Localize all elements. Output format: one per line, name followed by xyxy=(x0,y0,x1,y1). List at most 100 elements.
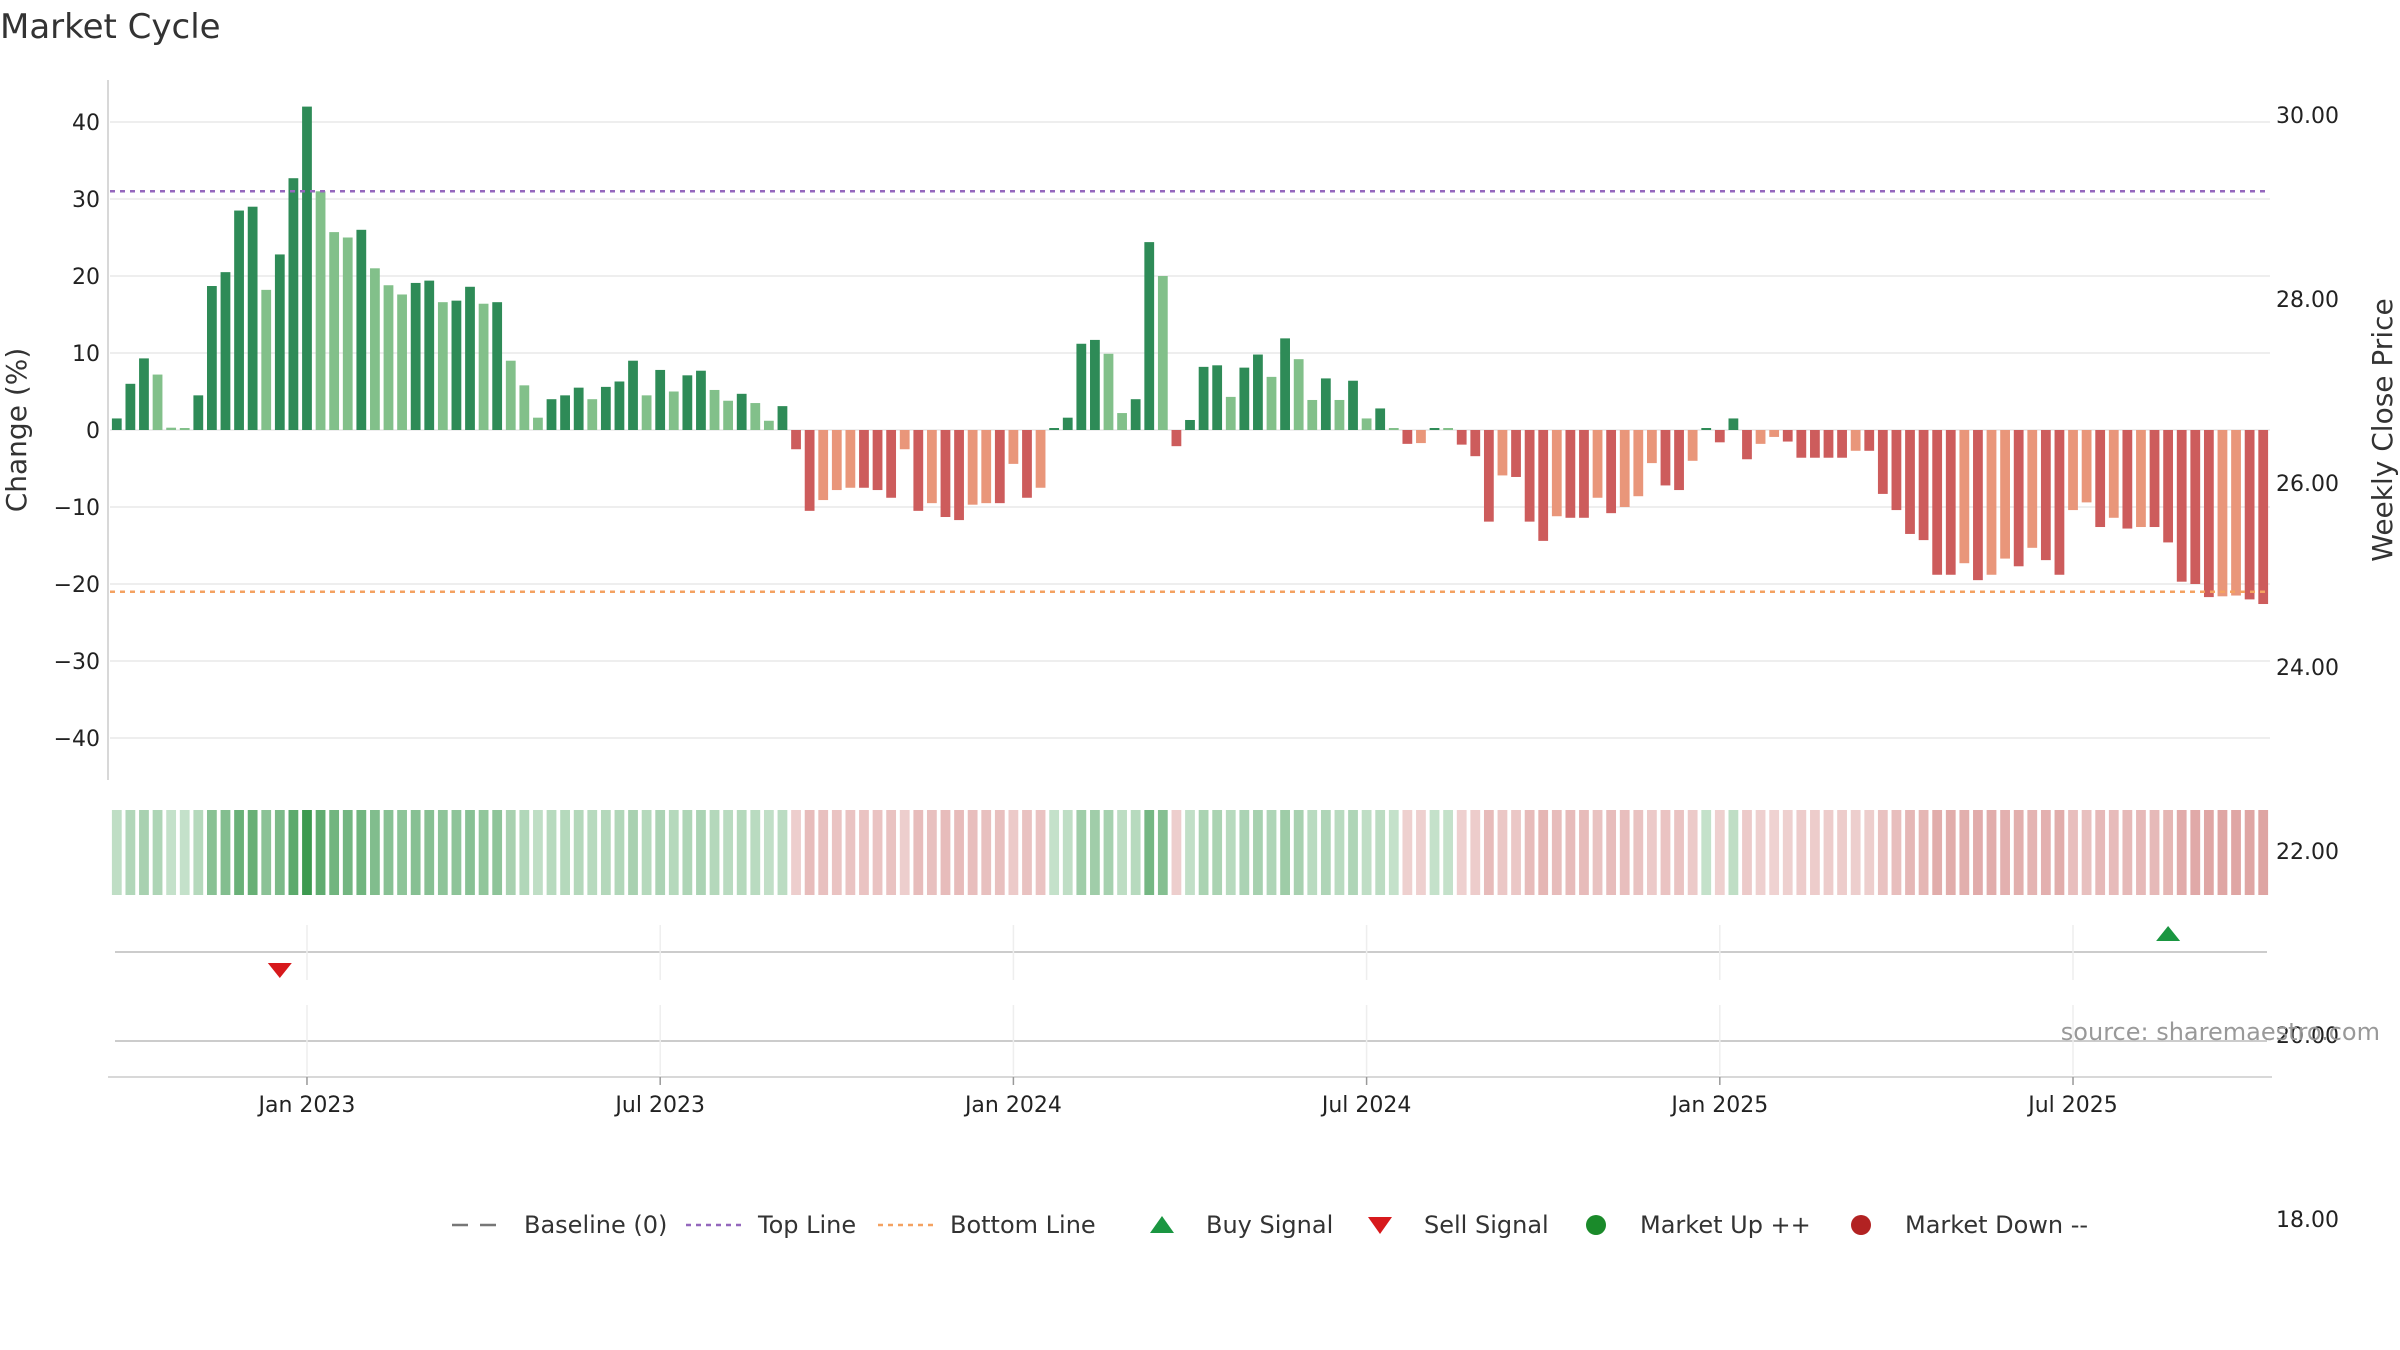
strip-cell xyxy=(1524,810,1535,895)
bar xyxy=(1810,430,1820,458)
bar xyxy=(1008,430,1019,464)
bar xyxy=(872,430,883,491)
bar xyxy=(709,389,720,430)
bar xyxy=(886,430,897,498)
bar xyxy=(1497,430,1508,476)
strip-cell xyxy=(1837,810,1847,895)
bar xyxy=(383,285,394,430)
strip-cell xyxy=(926,810,937,895)
bar xyxy=(451,300,462,430)
strip-cell xyxy=(1973,810,1983,895)
bar xyxy=(1470,430,1481,457)
legend-label: Bottom Line xyxy=(950,1211,1096,1239)
bar xyxy=(152,374,163,430)
bar xyxy=(791,430,801,450)
strip-cell xyxy=(1402,810,1413,895)
strip-cell xyxy=(193,810,204,895)
strip-cell xyxy=(1212,810,1223,895)
legend-item: Sell Signal xyxy=(1368,1211,1549,1239)
strip-cell xyxy=(736,810,747,895)
bar xyxy=(356,229,367,430)
bar xyxy=(1592,430,1603,498)
y-tick-label: −40 xyxy=(54,727,100,752)
y-tick-label: −10 xyxy=(54,496,100,521)
bar xyxy=(2203,430,2214,598)
bar xyxy=(994,430,1005,504)
strip-cell xyxy=(1456,810,1467,895)
strip-cell xyxy=(777,810,788,895)
legend-label: Market Up ++ xyxy=(1640,1211,1811,1239)
strip-cell xyxy=(1293,810,1304,895)
legend-item: Bottom Line xyxy=(878,1211,1096,1239)
bar xyxy=(302,106,312,430)
bar xyxy=(2258,430,2269,605)
bar xyxy=(1483,430,1494,522)
bar xyxy=(1022,430,1032,498)
bar xyxy=(342,237,353,430)
bar xyxy=(1714,430,1725,443)
bar xyxy=(1973,430,1983,581)
strip-cell xyxy=(723,810,734,895)
strip-cell xyxy=(1796,810,1807,895)
strip-cell xyxy=(111,810,122,895)
strip-cell xyxy=(872,810,883,895)
bar xyxy=(614,381,625,430)
y-tick-label: 40 xyxy=(72,111,100,136)
reference-lines xyxy=(110,190,2270,593)
bar xyxy=(859,430,869,488)
bar xyxy=(2163,430,2174,543)
bar xyxy=(546,399,557,430)
bar xyxy=(2231,430,2241,596)
y2-tick-label: 18.00 xyxy=(2276,1208,2339,1233)
bar xyxy=(2095,430,2106,528)
strip-cell xyxy=(1592,810,1603,895)
strip-cell xyxy=(1157,810,1168,895)
strip-cell xyxy=(2258,810,2269,895)
bar xyxy=(274,254,285,430)
bar xyxy=(1388,428,1399,430)
strip-cell xyxy=(206,810,217,895)
bar xyxy=(1796,430,1807,458)
x-tick-label: Jul 2024 xyxy=(1320,1093,1412,1118)
strip-cell xyxy=(1606,810,1617,895)
bar xyxy=(1062,417,1073,430)
bar xyxy=(696,370,706,430)
bar xyxy=(818,430,829,501)
bar xyxy=(519,385,530,430)
bar xyxy=(1429,428,1440,430)
bar xyxy=(1959,430,1970,564)
strip-cell xyxy=(1280,810,1290,895)
strip-cell xyxy=(899,810,910,895)
bar xyxy=(261,289,272,430)
strip-cell xyxy=(994,810,1005,895)
bar xyxy=(1728,418,1739,430)
bar xyxy=(926,430,937,504)
strip-cell xyxy=(2122,810,2133,895)
bar xyxy=(2068,430,2078,511)
strip-cell xyxy=(1905,810,1915,895)
bar xyxy=(288,178,299,430)
strip-cell xyxy=(1538,810,1549,895)
strip-cell xyxy=(2149,810,2160,895)
bar xyxy=(1185,419,1195,430)
strip-cell xyxy=(981,810,992,895)
triangle-up-icon xyxy=(1150,1216,1174,1233)
strip-cell xyxy=(166,810,177,895)
strip-cell xyxy=(1008,810,1019,895)
strip-cell xyxy=(1062,810,1073,895)
strip-cell xyxy=(1076,810,1087,895)
strip-cell xyxy=(1551,810,1562,895)
x-ticks: Jan 2023 Jul 2023 Jan 2024 Jul 2024 Jan 2025… xyxy=(257,925,2118,1118)
strip-cell xyxy=(831,810,842,895)
y2-tick-label: 26.00 xyxy=(2276,472,2339,497)
strip-cell xyxy=(261,810,272,895)
bar xyxy=(1538,430,1549,541)
strip-cell xyxy=(682,810,693,895)
bar xyxy=(1402,430,1413,444)
strip-cell xyxy=(1320,810,1331,895)
y2-tick-label: 28.00 xyxy=(2276,288,2339,313)
bar xyxy=(2190,430,2201,584)
bar xyxy=(315,191,326,430)
bar xyxy=(166,427,177,430)
bar xyxy=(2149,430,2160,528)
